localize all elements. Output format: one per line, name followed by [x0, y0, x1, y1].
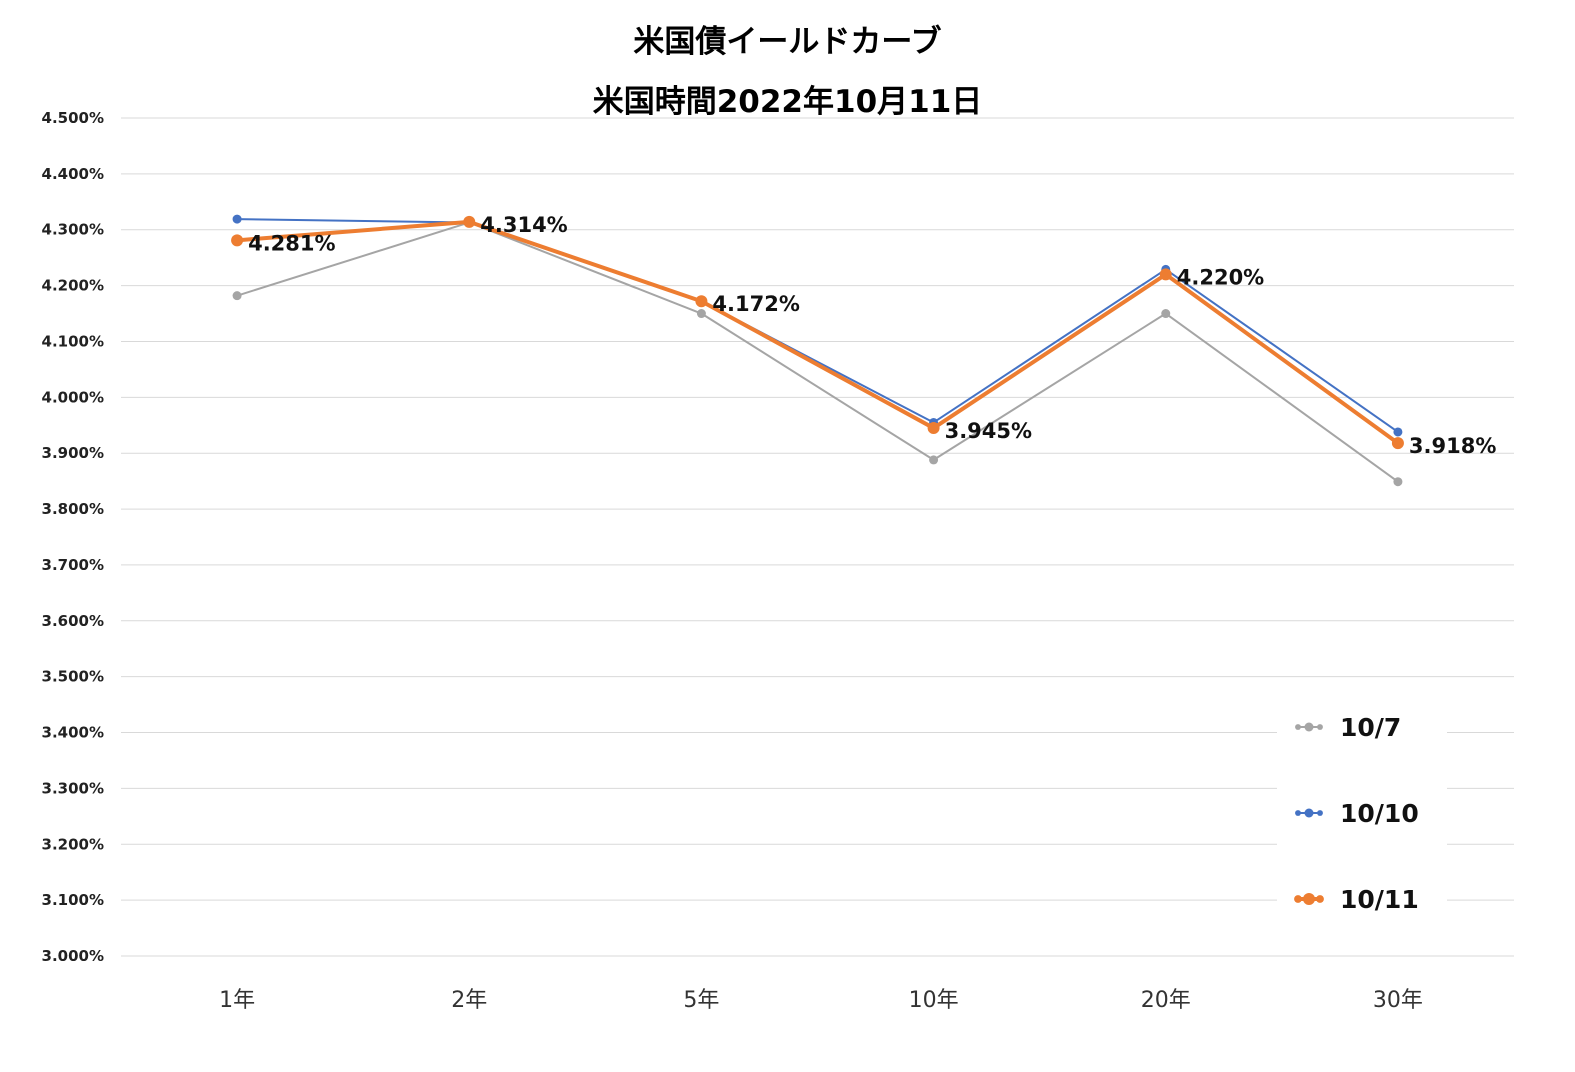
x-axis-ticks: 1年 2年 5年 10年 20年 30年 — [219, 988, 1423, 1013]
series-10-7 — [232, 217, 1403, 487]
data-labels: 4.281% 4.314% 4.172% 3.945% 4.220% 3.918% — [248, 213, 1496, 458]
data-point — [1159, 268, 1172, 281]
y-tick-label: 3.700% — [42, 556, 104, 574]
legend-item: 10/11 — [1294, 885, 1419, 914]
y-tick-label: 4.000% — [42, 388, 104, 406]
data-point — [1393, 427, 1403, 437]
y-tick-label: 3.400% — [42, 724, 104, 742]
legend: 10/7 10/10 10/11 — [1277, 705, 1447, 930]
x-tick-label: 20年 — [1141, 988, 1191, 1013]
legend-swatch-marker — [1316, 895, 1324, 903]
series-line — [236, 221, 1399, 483]
y-tick-label: 3.900% — [42, 444, 104, 462]
legend-swatch-marker — [1294, 895, 1302, 903]
gridlines — [121, 117, 1514, 957]
data-label: 3.945% — [945, 419, 1032, 443]
legend-swatch-marker — [1295, 810, 1301, 816]
data-label: 4.172% — [712, 292, 799, 316]
data-point — [929, 455, 939, 465]
legend-label: 10/11 — [1340, 885, 1419, 914]
chart-title: 米国債イールドカーブ — [633, 24, 942, 60]
data-point — [696, 309, 706, 319]
y-tick-label: 4.200% — [42, 277, 104, 295]
y-tick-label: 4.100% — [42, 332, 104, 350]
x-tick-label: 2年 — [451, 988, 487, 1013]
x-tick-label: 30年 — [1373, 988, 1423, 1013]
legend-label: 10/7 — [1340, 713, 1401, 742]
data-label: 4.314% — [480, 213, 567, 237]
data-point — [1393, 477, 1403, 487]
data-point — [232, 291, 242, 301]
y-tick-label: 4.500% — [42, 109, 104, 127]
x-tick-label: 10年 — [909, 988, 959, 1013]
legend-swatch-marker — [1317, 810, 1323, 816]
series-10-11 — [231, 215, 1404, 450]
data-point — [231, 234, 244, 247]
series-line — [236, 219, 1400, 445]
y-tick-label: 4.300% — [42, 221, 104, 239]
legend-box — [1277, 705, 1447, 930]
data-label: 3.918% — [1409, 434, 1496, 458]
data-label: 4.281% — [248, 231, 335, 255]
data-point — [927, 422, 940, 435]
data-point — [463, 215, 476, 228]
data-label: 4.220% — [1177, 265, 1264, 289]
y-tick-label: 3.600% — [42, 612, 104, 630]
legend-swatch-marker — [1317, 724, 1323, 730]
series-line — [237, 218, 1399, 433]
data-point — [1161, 309, 1171, 319]
y-tick-label: 3.200% — [42, 835, 104, 853]
chart-subtitle: 米国時間2022年10月11日 — [592, 84, 983, 120]
legend-swatch-marker — [1295, 724, 1301, 730]
y-tick-label: 3.000% — [42, 947, 104, 965]
x-tick-label: 1年 — [219, 988, 255, 1013]
y-tick-label: 3.500% — [42, 668, 104, 686]
y-tick-label: 3.100% — [42, 891, 104, 909]
series-lines — [231, 214, 1404, 487]
y-tick-label: 4.400% — [42, 165, 104, 183]
legend-item: 10/7 — [1295, 713, 1401, 742]
x-tick-label: 5年 — [683, 988, 719, 1013]
data-point — [1391, 437, 1404, 450]
legend-swatch-marker — [1303, 893, 1315, 905]
y-axis-ticks: 3.000% 3.100% 3.200% 3.300% 3.400% 3.500% 3.60… — [42, 109, 104, 965]
legend-swatch-marker — [1304, 722, 1314, 732]
data-point — [232, 214, 242, 224]
y-tick-label: 3.300% — [42, 779, 104, 797]
series-10-10 — [232, 214, 1403, 437]
data-point — [695, 295, 708, 308]
y-tick-label: 3.800% — [42, 500, 104, 518]
legend-label: 10/10 — [1340, 799, 1419, 828]
legend-swatch-marker — [1304, 808, 1314, 818]
legend-item: 10/10 — [1295, 799, 1419, 828]
